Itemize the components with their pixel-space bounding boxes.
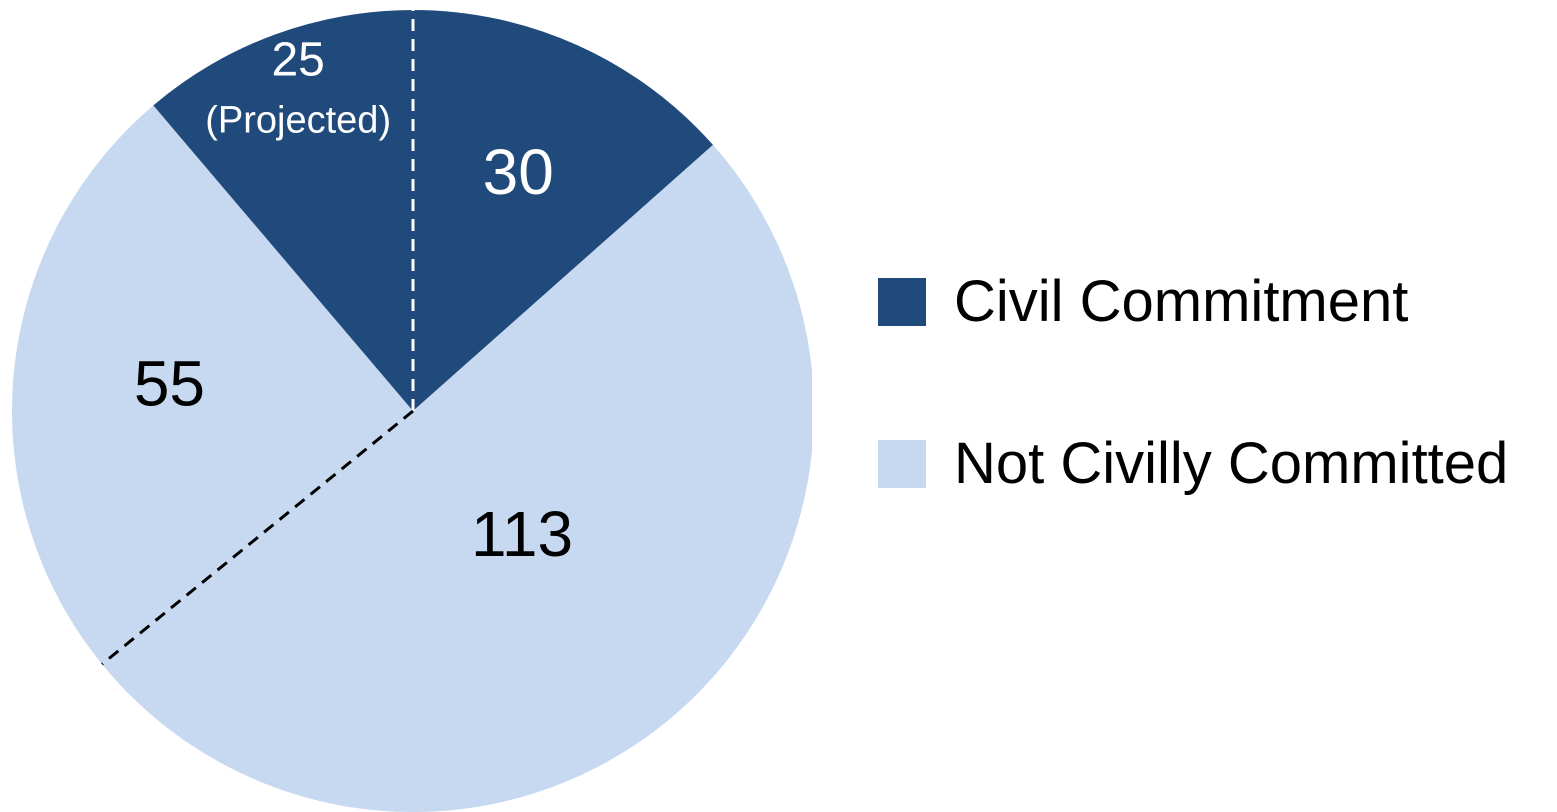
legend-swatch-not-civilly-committed bbox=[878, 440, 926, 488]
slice-label-113: 113 bbox=[471, 498, 573, 570]
pie-slice-25-projected bbox=[153, 10, 414, 411]
legend-item-not-civilly-committed: Not Civilly Committed bbox=[878, 435, 1508, 493]
slice-sublabel-25-projected: (Projected) bbox=[205, 100, 391, 142]
slice-label-25-projected: 25 bbox=[271, 33, 324, 86]
legend-item-civil-commitment: Civil Commitment bbox=[878, 273, 1508, 331]
pie-chart-canvas: 30 113 55 25 (Projected) bbox=[12, 10, 812, 812]
legend-label-not-civilly-committed: Not Civilly Committed bbox=[954, 431, 1509, 496]
legend-label-civil-commitment: Civil Commitment bbox=[954, 269, 1409, 334]
legend: Civil Commitment Not Civilly Committed bbox=[878, 273, 1508, 493]
divider-line-not-committed bbox=[101, 409, 414, 666]
legend-swatch-civil-commitment bbox=[878, 278, 926, 326]
slice-label-55: 55 bbox=[134, 348, 205, 420]
slice-label-30: 30 bbox=[483, 136, 554, 208]
pie-slice-113 bbox=[102, 144, 812, 812]
pie-slice-55 bbox=[12, 105, 414, 665]
pie-slice-30 bbox=[413, 10, 714, 411]
